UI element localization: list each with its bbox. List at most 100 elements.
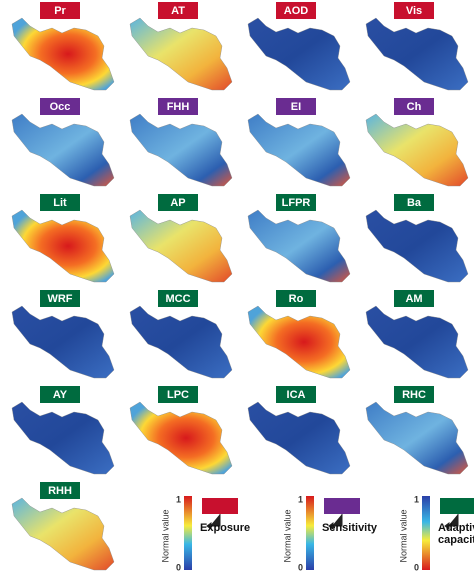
label-tag xyxy=(40,98,80,115)
legend-max: 1 xyxy=(298,494,303,504)
label-tag xyxy=(158,290,198,307)
region-map xyxy=(11,17,115,91)
legend-arrow xyxy=(444,514,459,530)
label-tag xyxy=(276,2,316,19)
legend-item: Normal value 1 0 xyxy=(398,494,474,572)
map-label: RHC xyxy=(402,389,426,401)
region-map xyxy=(11,401,115,475)
map-panel: Ro xyxy=(247,290,351,379)
legend-tag xyxy=(202,498,238,514)
region-map xyxy=(11,209,115,283)
legend-arrow xyxy=(206,514,221,530)
map-panel: Vis xyxy=(365,2,469,91)
legend-max: 1 xyxy=(414,494,419,504)
label-tag xyxy=(394,290,434,307)
map-label: RHH xyxy=(48,485,72,497)
map-label: Occ xyxy=(50,101,71,113)
region-map xyxy=(11,497,115,571)
map-panel: Lit xyxy=(11,194,115,283)
label-tag xyxy=(40,2,80,19)
label-tag xyxy=(276,386,316,403)
colorbar xyxy=(184,496,192,570)
label-tag xyxy=(158,2,198,19)
legend-tag xyxy=(324,498,360,514)
legend-tag xyxy=(440,498,474,514)
label-tag xyxy=(394,194,434,211)
region-map xyxy=(129,305,233,379)
label-tag xyxy=(158,386,198,403)
map-label: Lit xyxy=(53,197,67,209)
legend-label: Sensitivity xyxy=(322,522,378,534)
region-map xyxy=(247,113,351,187)
map-label: Ba xyxy=(407,197,422,209)
map-panel: ICA xyxy=(247,386,351,475)
label-tag xyxy=(40,386,80,403)
map-panel: AY xyxy=(11,386,115,475)
label-tag xyxy=(394,386,434,403)
map-label: AY xyxy=(53,389,68,401)
region-map xyxy=(365,209,469,283)
map-label: LFPR xyxy=(282,197,311,209)
map-label: AT xyxy=(171,5,185,17)
map-panel: WRF xyxy=(11,290,115,379)
label-tag xyxy=(276,194,316,211)
region-map xyxy=(247,17,351,91)
label-tag xyxy=(40,482,80,499)
map-label: Ch xyxy=(407,101,422,113)
legend-min: 0 xyxy=(298,562,303,572)
region-map xyxy=(247,209,351,283)
legend-arrow xyxy=(328,514,343,530)
label-tag xyxy=(158,194,198,211)
legend-axis-label: Normal value xyxy=(398,509,408,562)
region-map xyxy=(129,17,233,91)
region-map xyxy=(129,209,233,283)
colorbar xyxy=(306,496,314,570)
colorbar xyxy=(422,496,430,570)
region-map xyxy=(129,113,233,187)
legend-max: 1 xyxy=(176,494,181,504)
map-panel: Occ xyxy=(11,98,115,187)
map-label: Vis xyxy=(406,5,422,17)
region-map xyxy=(247,305,351,379)
region-map xyxy=(365,401,469,475)
legend-axis-label: Normal value xyxy=(160,509,170,562)
map-panel: LPC xyxy=(129,386,233,475)
region-map xyxy=(11,113,115,187)
map-label: FHH xyxy=(167,101,190,113)
label-tag xyxy=(158,98,198,115)
map-panel: Ch xyxy=(365,98,469,187)
map-panel: Ba xyxy=(365,194,469,283)
label-tag xyxy=(276,98,316,115)
map-label: LPC xyxy=(167,389,189,401)
map-panel: LFPR xyxy=(247,194,351,283)
map-panel: AT xyxy=(129,2,233,91)
region-map xyxy=(247,401,351,475)
map-panel: RHC xyxy=(365,386,469,475)
legend-item: Normal value 1 0 xyxy=(282,494,360,572)
legend-item: Normal value 1 0 xyxy=(160,494,238,572)
map-label: ICA xyxy=(287,389,306,401)
region-map xyxy=(129,401,233,475)
map-label: WRF xyxy=(47,293,72,305)
map-label: EI xyxy=(291,101,301,113)
label-tag xyxy=(276,290,316,307)
region-map xyxy=(365,17,469,91)
map-panel: EI xyxy=(247,98,351,187)
map-label: MCC xyxy=(165,293,190,305)
map-panel: Pr xyxy=(11,2,115,91)
map-panel: FHH xyxy=(129,98,233,187)
map-panel: AP xyxy=(129,194,233,283)
map-label: Ro xyxy=(289,293,304,305)
label-tag xyxy=(40,290,80,307)
region-map xyxy=(365,113,469,187)
legend-label: Exposure xyxy=(200,522,251,534)
map-panel: AM xyxy=(365,290,469,379)
map-label: AOD xyxy=(284,5,309,17)
legend-axis-label: Normal value xyxy=(282,509,292,562)
region-map xyxy=(365,305,469,379)
label-tag xyxy=(40,194,80,211)
legend-label: Adaptive capacity xyxy=(438,522,474,546)
label-tag xyxy=(394,98,434,115)
